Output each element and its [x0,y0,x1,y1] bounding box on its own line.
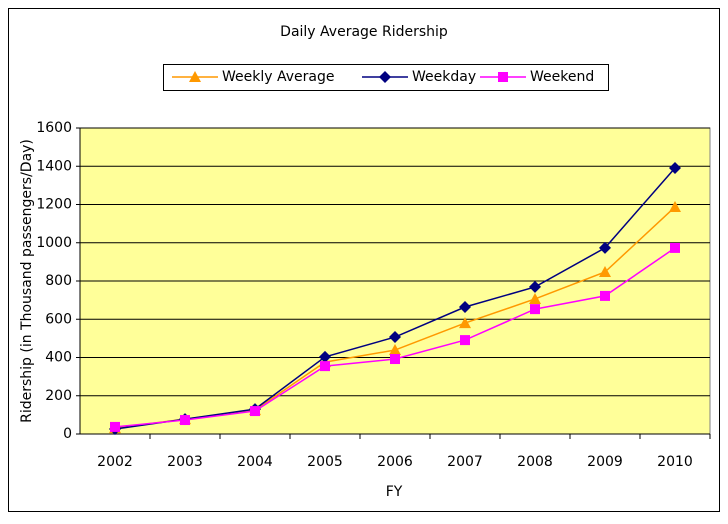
x-tick-label: 2010 [657,454,693,470]
data-point [320,361,330,372]
y-tick-label: 1000 [36,235,72,251]
x-tick-label: 2005 [307,454,343,470]
x-tick-label: 2009 [587,454,623,470]
data-point [250,406,260,417]
data-point [319,350,331,363]
legend-marker [379,71,391,83]
y-tick-label: 200 [45,388,72,404]
data-point [180,415,190,426]
x-tick-label: 2008 [517,454,553,470]
data-point [670,242,680,253]
legend-marker [189,71,201,82]
y-tick-label: 1600 [36,120,72,136]
data-point [110,421,120,432]
chart-title: Daily Average Ridership [280,24,448,40]
legend-label: Weekday [412,69,476,85]
data-point [599,241,611,254]
x-tick-label: 2007 [447,454,483,470]
data-point [389,331,401,344]
data-point [529,292,541,304]
legend-label: Weekly Average [222,69,334,85]
y-tick-label: 1200 [36,197,72,213]
data-point [669,200,681,212]
data-point [390,354,400,365]
y-axis-label: Ridership (in Thousand passengers/Day) [19,139,35,423]
y-tick-label: 0 [63,426,72,442]
data-point [530,304,540,315]
data-point [459,301,471,314]
data-point [669,161,681,174]
data-point [460,335,470,346]
data-point [600,290,610,301]
y-tick-label: 1400 [36,158,72,174]
data-point [529,280,541,293]
y-tick-label: 400 [45,350,72,366]
data-point [389,344,401,356]
y-tick-label: 600 [45,311,72,327]
y-tick-label: 800 [45,273,72,289]
legend-label: Weekend [530,69,594,85]
legend-marker [498,72,508,82]
x-axis-label: FY [386,484,403,500]
x-tick-label: 2003 [167,454,203,470]
x-tick-label: 2004 [237,454,273,470]
data-point [599,266,611,278]
x-tick-label: 2006 [377,454,413,470]
data-point [459,317,471,329]
x-tick-label: 2002 [97,454,133,470]
